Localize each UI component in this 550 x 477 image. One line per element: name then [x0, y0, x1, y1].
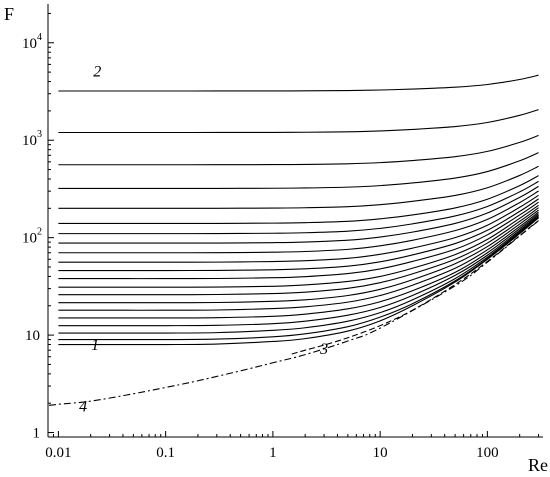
series-line-7 [58, 209, 539, 304]
x-tick-group: 0.01 0.1 1 10 100 [45, 431, 540, 461]
y-axis-title: F [4, 4, 14, 24]
series-line-13 [58, 190, 539, 254]
x-axis-title: Re [528, 455, 548, 475]
series-line-21 [58, 74, 539, 92]
x-tick-label: 100 [476, 445, 499, 461]
x-tick-label: 1 [269, 445, 277, 461]
series-line-3 [58, 216, 539, 334]
curve-label-2: 2 [93, 64, 101, 81]
series-line-12 [58, 194, 539, 263]
series-line-20 [58, 109, 539, 134]
series-line-14 [58, 185, 539, 244]
reference-curves-layer [48, 220, 539, 406]
series-line-11 [58, 198, 539, 272]
y-tick-label: 102 [22, 227, 42, 247]
series-line-2 [58, 216, 539, 341]
curve-label-1: 1 [91, 337, 99, 354]
series-line-9 [58, 204, 539, 288]
series-line-10 [58, 201, 539, 280]
y-tick-label: 104 [22, 32, 42, 52]
y-tick-label: 1 [33, 426, 41, 442]
y-tick-group: 1 10 102 103 104 [22, 12, 54, 442]
series-line-1 [58, 217, 539, 346]
series-line-6 [58, 211, 539, 311]
curve-label-4: 4 [79, 398, 87, 415]
series-line-15 [58, 180, 539, 235]
y-tick-label: 10 [25, 328, 40, 344]
series-line-8 [58, 207, 539, 296]
curve-label-3: 3 [319, 341, 328, 358]
series-layer [58, 74, 539, 346]
series-line-4 [58, 214, 539, 327]
x-tick-label: 10 [373, 445, 388, 461]
x-tick-label: 0.1 [156, 445, 175, 461]
series-line-19 [58, 134, 539, 166]
series-line-18 [58, 152, 539, 189]
reference-curve-3 [291, 220, 539, 355]
series-line-16 [58, 175, 539, 224]
y-tick-label: 103 [22, 129, 42, 149]
x-tick-label: 0.01 [45, 445, 71, 461]
series-line-5 [58, 213, 539, 319]
series-line-17 [58, 165, 539, 209]
reference-curve-4 [48, 220, 539, 406]
curve-label-group: 1 2 3 4 [79, 64, 328, 416]
